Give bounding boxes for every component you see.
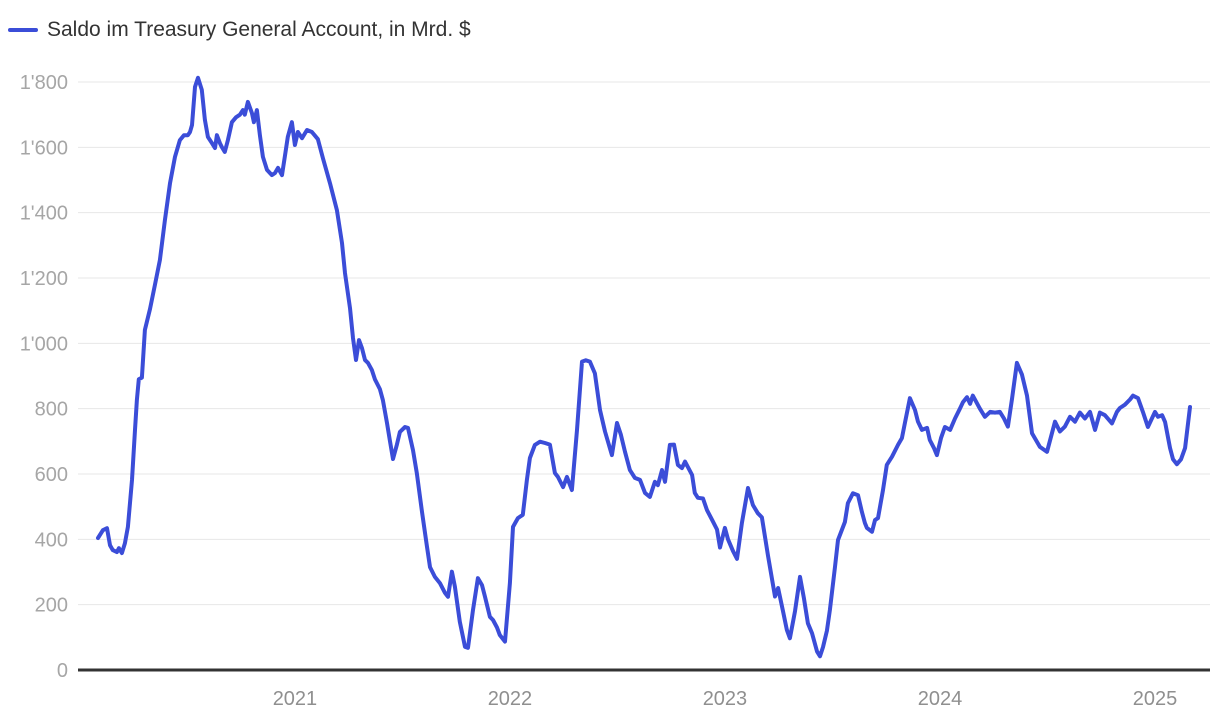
x-tick-label: 2024	[918, 688, 963, 710]
series-line[interactable]	[96, 75, 1192, 659]
y-tick-label: 1'400	[20, 203, 68, 225]
y-tick-label: 400	[35, 529, 68, 551]
x-tick-label: 2021	[273, 688, 318, 710]
y-tick-label: 1'800	[20, 72, 68, 94]
y-tick-label: 200	[35, 595, 68, 617]
y-tick-label: 600	[35, 464, 68, 486]
y-tick-label: 800	[35, 399, 68, 421]
legend-item[interactable]: Saldo im Treasury General Account, in Mr…	[8, 18, 471, 42]
y-tick-label: 0	[57, 660, 68, 682]
x-tick-label: 2025	[1133, 688, 1178, 710]
legend-line-swatch	[8, 28, 38, 32]
y-tick-label: 1'600	[20, 137, 68, 159]
y-tick-label: 1'000	[20, 333, 68, 355]
legend-label: Saldo im Treasury General Account, in Mr…	[47, 18, 471, 41]
y-tick-label: 1'200	[20, 268, 68, 290]
x-tick-label: 2023	[703, 688, 748, 710]
x-tick-label: 2022	[488, 688, 533, 710]
